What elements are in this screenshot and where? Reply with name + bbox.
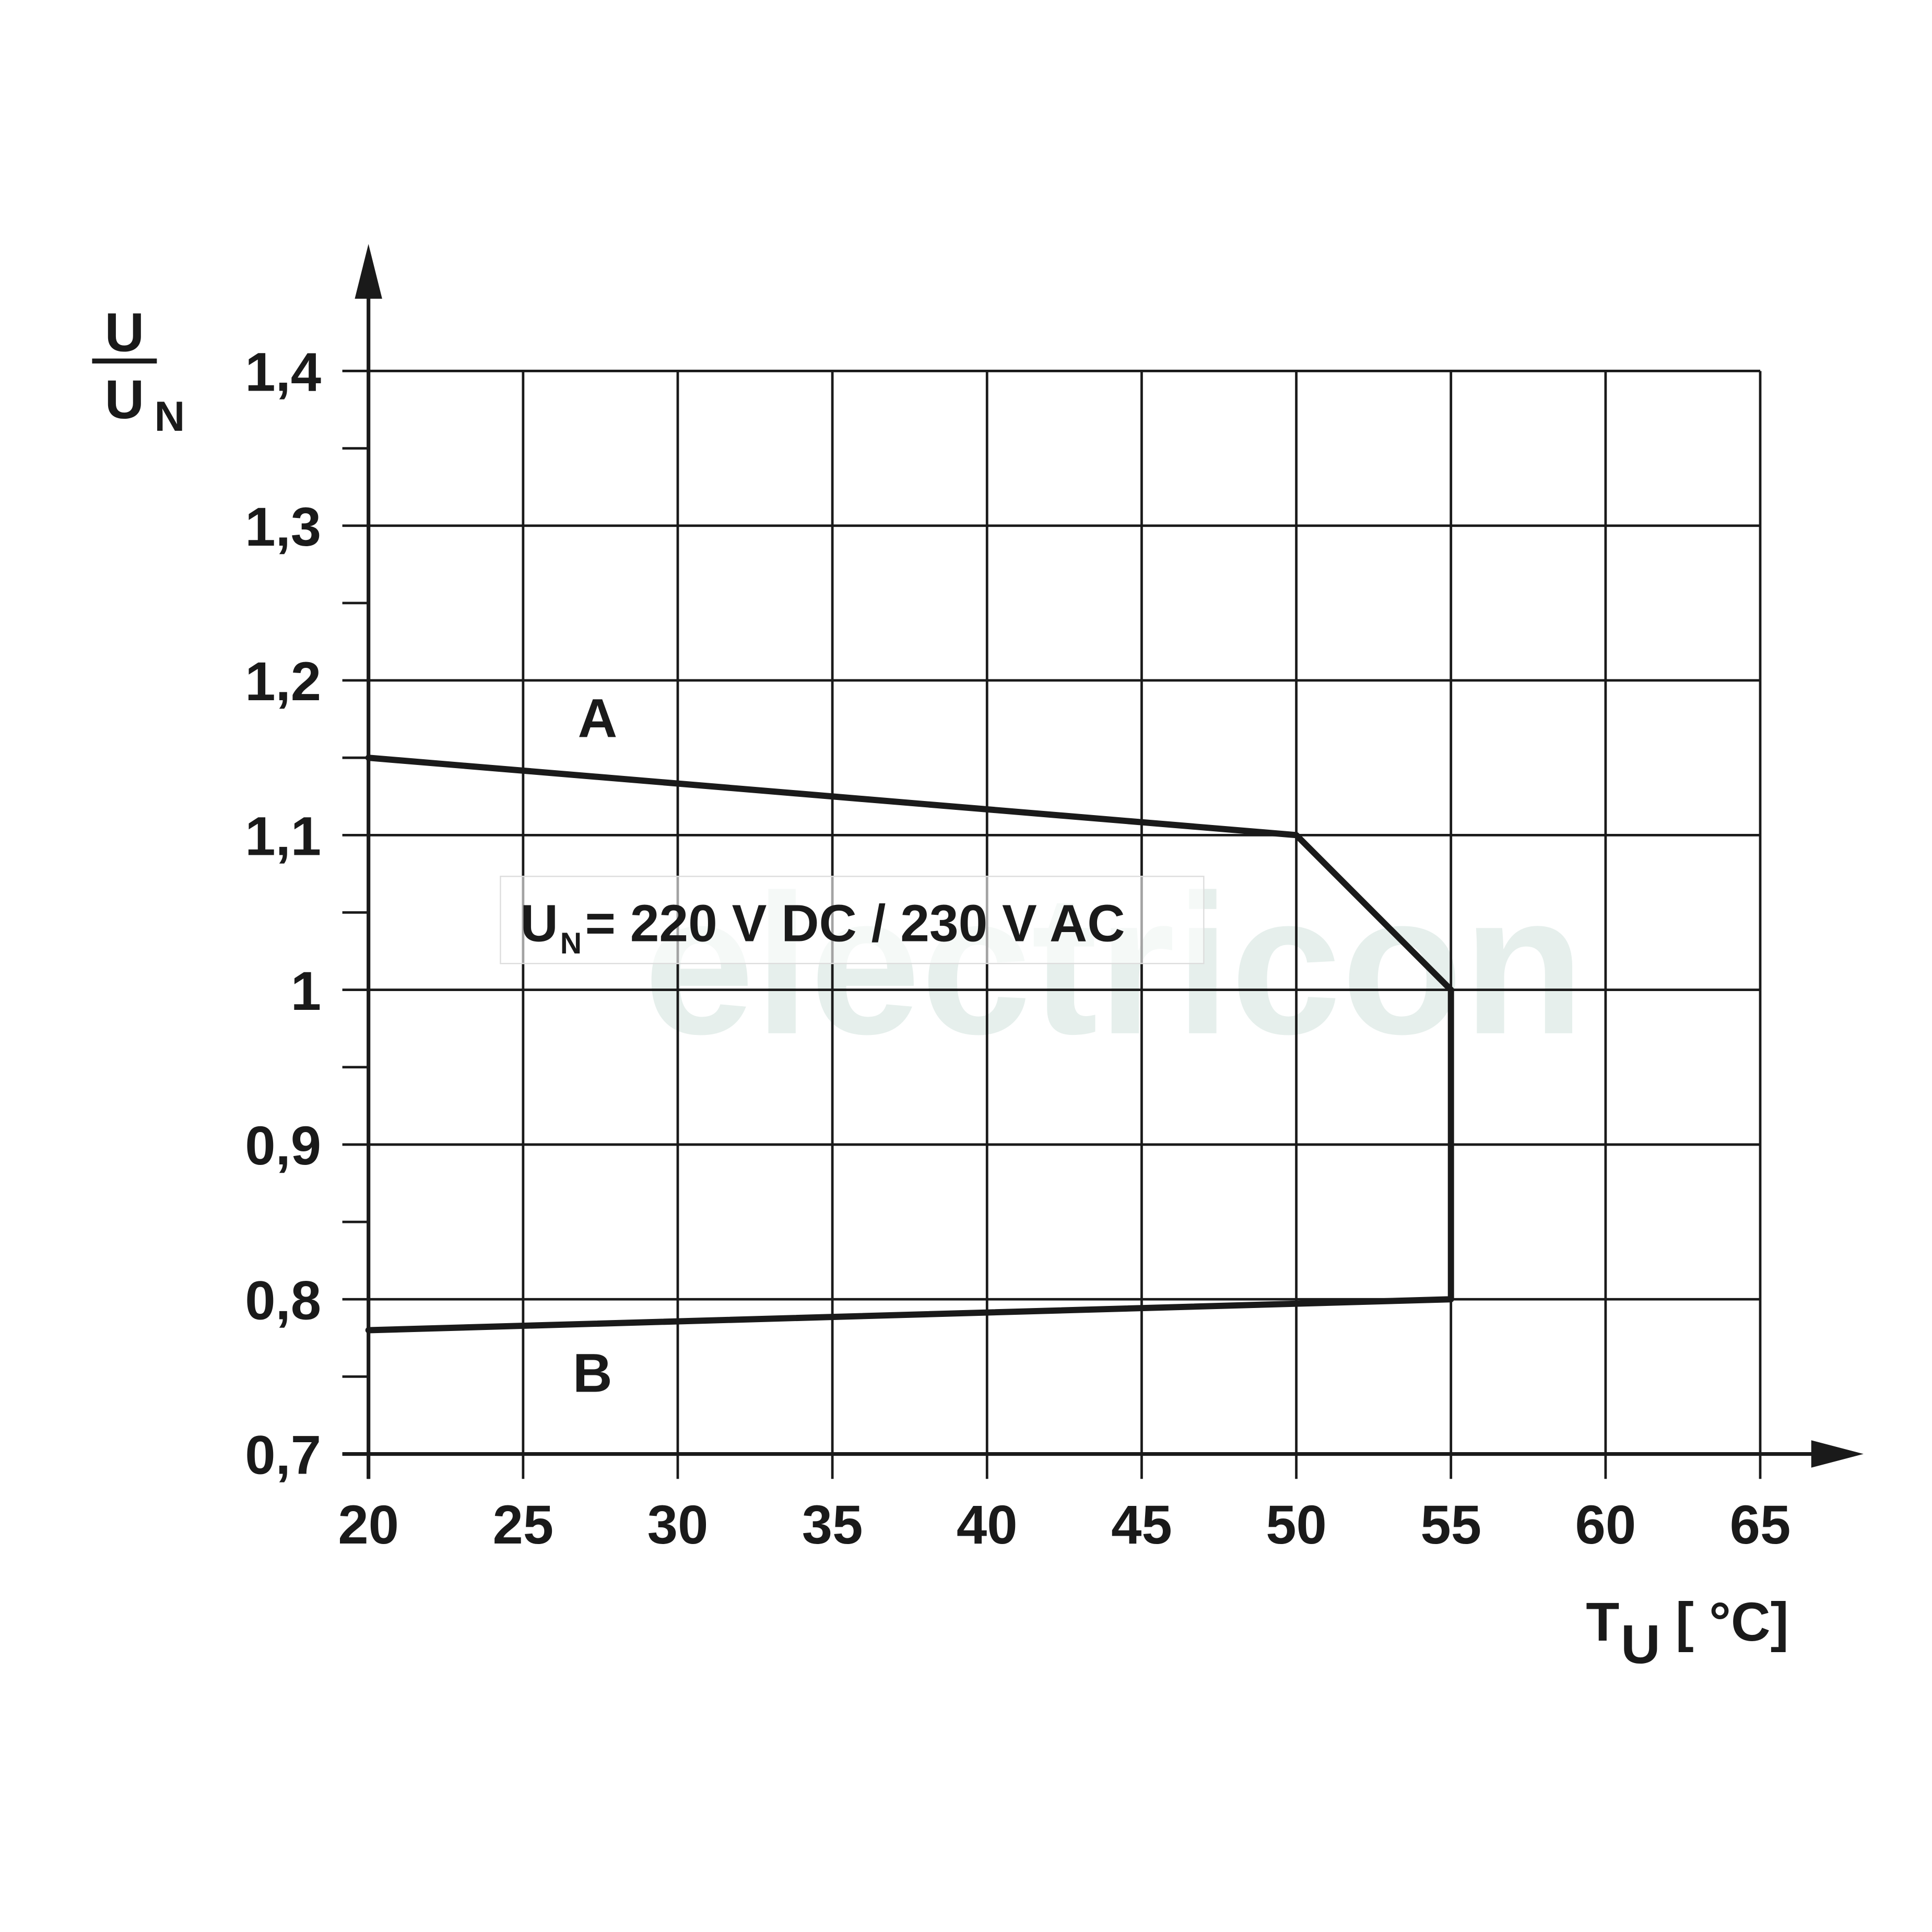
x-tick-label: 20: [338, 1494, 399, 1556]
y-tick-label: 1,2: [245, 651, 321, 712]
x-tick-label: 50: [1266, 1494, 1327, 1556]
curve-label: B: [573, 1342, 612, 1404]
curve: [365, 755, 1454, 1334]
y-tick-label: 0,9: [245, 1115, 321, 1176]
y-tick-label: 1,3: [245, 497, 321, 558]
annotation-text: U: [521, 894, 558, 952]
x-label-unit: [ °C]: [1676, 1592, 1789, 1653]
x-tick-label: 55: [1420, 1494, 1481, 1556]
curve-label: A: [578, 688, 617, 749]
x-tick-label: 65: [1730, 1494, 1791, 1556]
y-tick-label: 0,8: [245, 1270, 321, 1331]
x-tick-label: 45: [1111, 1494, 1172, 1556]
y-label-numerator: U: [105, 302, 145, 363]
x-label-sub: U: [1621, 1614, 1660, 1675]
x-tick-label: 60: [1575, 1494, 1636, 1556]
x-tick-label: 40: [957, 1494, 1018, 1556]
annotation-box: [500, 876, 1205, 964]
y-label-sub: N: [155, 393, 185, 440]
y-tick-label: 0,7: [245, 1425, 321, 1486]
x-tick-label: 35: [802, 1494, 863, 1556]
annotation-sub: N: [560, 927, 582, 960]
x-label: T: [1586, 1592, 1619, 1653]
annotation-rest: = 220 V DC / 230 V AC: [585, 894, 1125, 952]
y-tick-label: 1: [291, 961, 321, 1022]
y-axis-arrow: [355, 244, 382, 299]
y-tick-label: 1,1: [245, 806, 321, 867]
x-tick-label: 30: [647, 1494, 709, 1556]
y-label-denominator: U: [105, 369, 145, 430]
x-axis-arrow: [1811, 1440, 1864, 1468]
y-tick-label: 1,4: [245, 342, 321, 403]
x-tick-label: 25: [492, 1494, 553, 1556]
